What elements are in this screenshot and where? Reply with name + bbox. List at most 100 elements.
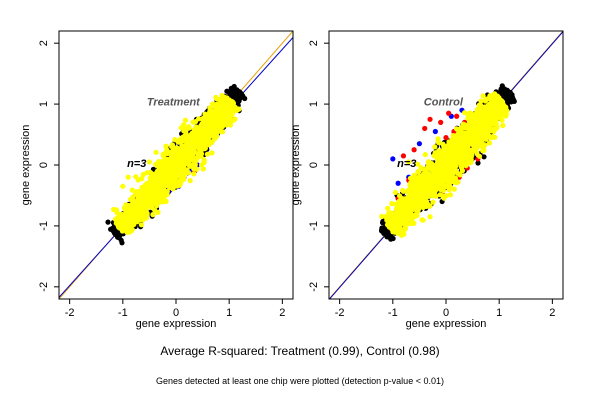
data-point	[167, 157, 173, 164]
data-point	[193, 124, 199, 130]
data-point	[201, 157, 207, 163]
data-point	[385, 230, 391, 236]
data-point	[482, 98, 488, 104]
data-point	[146, 159, 153, 165]
data-point	[390, 235, 396, 242]
data-point	[236, 106, 242, 112]
data-point	[163, 143, 169, 149]
data-point	[511, 98, 517, 104]
data-point	[190, 119, 196, 125]
data-point	[187, 163, 193, 169]
data-point	[212, 103, 218, 109]
y-tick-label: 2	[38, 40, 50, 46]
data-point	[129, 216, 135, 222]
panel-title: Treatment	[147, 96, 201, 108]
data-point	[379, 225, 385, 231]
data-point	[177, 166, 184, 172]
data-point	[200, 166, 206, 172]
data-point	[155, 176, 161, 182]
data-point	[196, 116, 202, 122]
data-point	[169, 170, 175, 176]
data-point	[443, 134, 449, 141]
data-point	[197, 130, 203, 136]
data-point	[188, 132, 194, 138]
data-point	[171, 157, 177, 163]
data-point	[176, 159, 182, 165]
data-point	[132, 209, 138, 215]
data-point	[225, 89, 231, 95]
data-point	[232, 116, 238, 122]
data-point	[218, 119, 224, 125]
data-point	[203, 140, 210, 146]
data-point	[198, 148, 204, 154]
data-point	[183, 138, 189, 144]
data-point	[140, 217, 146, 223]
data-point	[155, 162, 161, 168]
data-point	[500, 122, 506, 129]
data-point	[158, 184, 164, 190]
data-point	[184, 153, 190, 159]
data-point	[168, 179, 174, 185]
data-point	[146, 193, 152, 199]
data-point	[233, 97, 240, 103]
data-point	[177, 152, 183, 158]
x-axis-label: gene expression	[136, 318, 217, 330]
data-point	[209, 150, 215, 156]
data-point	[146, 183, 152, 189]
data-point	[135, 177, 141, 183]
data-point	[231, 91, 237, 97]
data-point	[161, 192, 167, 199]
data-point	[143, 209, 149, 215]
data-point	[181, 122, 187, 128]
data-point	[119, 240, 125, 246]
data-point	[207, 123, 213, 129]
data-point	[194, 166, 200, 172]
data-point	[186, 124, 192, 130]
data-point	[142, 200, 148, 206]
data-point	[416, 141, 423, 147]
data-point	[498, 86, 504, 92]
data-point	[213, 127, 219, 133]
data-point	[178, 136, 184, 142]
data-point	[225, 98, 231, 104]
y-tick-label: 0	[38, 162, 50, 168]
data-point	[171, 163, 177, 169]
data-point	[179, 146, 185, 152]
data-point	[133, 201, 139, 207]
data-point	[138, 222, 144, 228]
series-3	[379, 91, 510, 238]
data-point	[208, 139, 214, 145]
data-point	[112, 229, 118, 235]
data-point	[151, 193, 157, 199]
data-point	[202, 111, 208, 117]
data-point	[478, 98, 484, 104]
x-tick-label: -2	[65, 307, 75, 319]
data-point	[438, 119, 444, 125]
data-point	[196, 135, 202, 141]
data-point	[475, 160, 481, 166]
data-point	[159, 169, 166, 175]
data-point	[120, 223, 126, 230]
data-point	[160, 153, 166, 159]
data-point	[182, 161, 189, 167]
data-point	[134, 219, 140, 225]
data-point	[214, 134, 220, 140]
data-point	[123, 219, 129, 225]
data-point	[120, 183, 126, 189]
data-point	[159, 173, 165, 179]
data-point	[219, 92, 225, 99]
data-point	[481, 154, 487, 160]
data-point	[214, 114, 220, 120]
data-point	[199, 162, 205, 168]
data-point	[182, 171, 188, 177]
data-point	[427, 116, 433, 122]
data-point	[219, 129, 226, 135]
data-point	[506, 98, 513, 104]
data-point	[147, 199, 153, 205]
data-point	[105, 219, 111, 225]
data-point	[389, 201, 395, 207]
data-point	[218, 103, 224, 109]
data-point	[217, 99, 223, 105]
data-point	[240, 93, 246, 99]
